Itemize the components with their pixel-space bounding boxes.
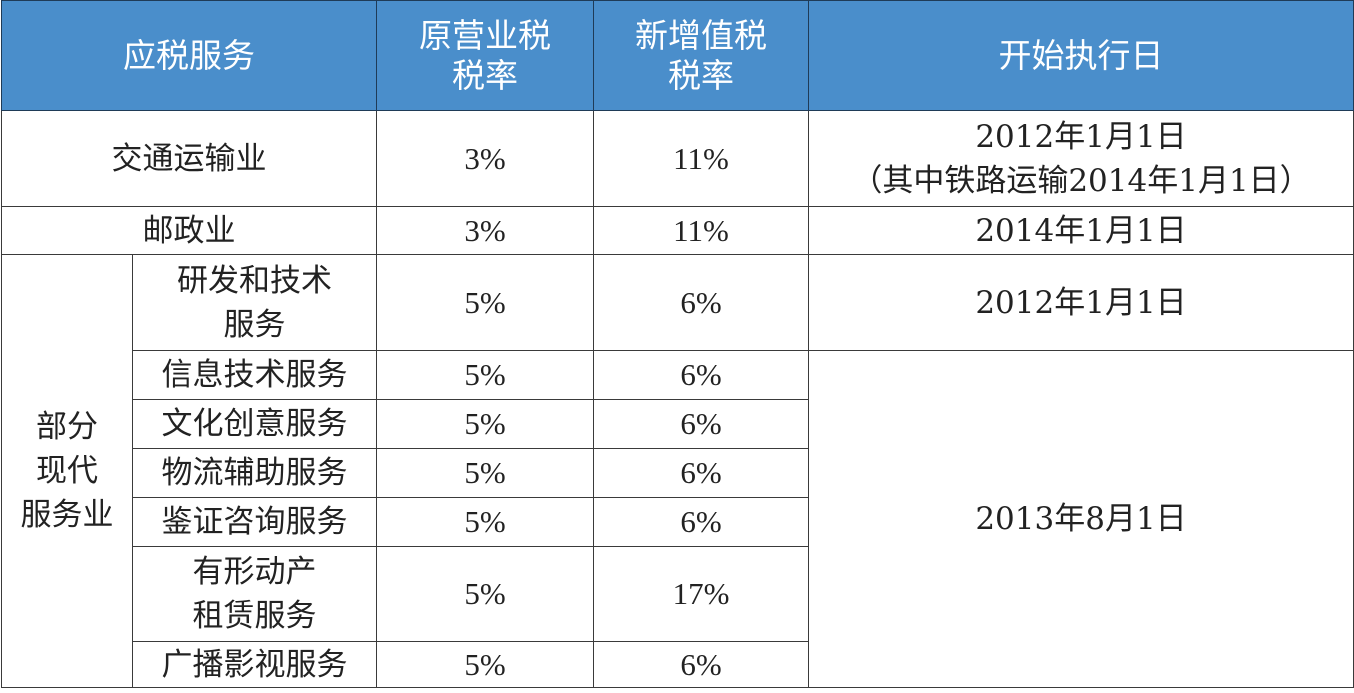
new-rate-cell: 6% <box>593 254 809 351</box>
table-row-leasing: 有形动产 租赁服务 5% 17% <box>2 546 1354 642</box>
service-name: 文化创意服务 <box>132 399 377 449</box>
old-rate-cell: 5% <box>376 497 594 547</box>
service-name-line1: 有形动产 <box>192 554 317 590</box>
service-name: 鉴证咨询服务 <box>132 497 377 547</box>
new-rate-cell: 6% <box>593 350 809 400</box>
old-rate-cell: 5% <box>376 546 594 642</box>
new-rate-cell: 6% <box>593 497 809 547</box>
table-row-rnd: 部分 现代 服务业 研发和技术 服务 5% 6% 2012年1月1日 <box>1 254 1354 688</box>
old-rate-cell: 3% <box>376 206 594 255</box>
old-rate-cell: 5% <box>376 448 594 498</box>
table-row-transport: 交通运输业 3% 11% 2012年1月1日 （其中铁路运输2014年1月1日） <box>1 110 1354 207</box>
category-cell: 部分 现代 服务业 <box>1 254 133 688</box>
old-rate-cell: 5% <box>376 350 594 400</box>
old-rate-cell: 3% <box>376 110 594 207</box>
category-line1: 部分 <box>36 409 98 445</box>
header-old-rate-line2: 税率 <box>452 55 518 95</box>
table-row-postal: 邮政业 3% 11% 2014年1月1日 <box>1 206 1354 255</box>
service-name: 信息技术服务 <box>132 350 377 400</box>
start-date-cell: 2014年1月1日 <box>808 206 1354 255</box>
category-line3: 服务业 <box>20 497 114 533</box>
header-service: 应税服务 <box>1 0 377 111</box>
service-name: 有形动产 租赁服务 <box>132 546 377 642</box>
service-name: 广播影视服务 <box>132 641 377 688</box>
start-date-line1: 2012年1月1日 <box>975 118 1187 155</box>
service-name: 邮政业 <box>1 206 377 255</box>
header-new-rate: 新增值税 税率 <box>593 0 809 111</box>
start-date-line2: （其中铁路运输2014年1月1日） <box>851 162 1311 199</box>
old-rate-cell: 5% <box>376 254 594 351</box>
category-line2: 现代 <box>36 453 98 489</box>
header-new-rate-line2: 税率 <box>668 55 734 95</box>
service-name: 物流辅助服务 <box>132 448 377 498</box>
service-name-line2: 租赁服务 <box>192 598 317 634</box>
group-start-date-cell: 2013年8月1日 <box>808 350 1354 688</box>
table-row-culture: 文化创意服务 5% 6% <box>2 399 1354 449</box>
header-start-date: 开始执行日 <box>808 0 1354 111</box>
new-rate-cell: 11% <box>593 110 809 207</box>
new-rate-cell: 11% <box>593 206 809 255</box>
new-rate-cell: 6% <box>593 641 809 688</box>
header-row: 应税服务 原营业税 税率 新增值税 税率 开始执行日 <box>1 0 1354 111</box>
start-date-cell: 2012年1月1日 <box>808 254 1354 351</box>
table-row-broadcast: 广播影视服务 5% 6% <box>2 641 1354 688</box>
old-rate-cell: 5% <box>376 641 594 688</box>
service-name: 交通运输业 <box>1 110 377 207</box>
old-rate-cell: 5% <box>376 399 594 449</box>
header-old-rate: 原营业税 税率 <box>376 0 594 111</box>
header-new-rate-line1: 新增值税 <box>635 15 767 55</box>
new-rate-cell: 6% <box>593 399 809 449</box>
new-rate-cell: 6% <box>593 448 809 498</box>
new-rate-cell: 17% <box>593 546 809 642</box>
table-row-it: 信息技术服务 5% 6% 2013年8月1日 <box>2 350 1354 688</box>
service-name-line2: 服务 <box>223 306 286 343</box>
service-name: 研发和技术 服务 <box>132 254 377 351</box>
service-name-line1: 研发和技术 <box>177 262 332 299</box>
start-date-cell: 2012年1月1日 （其中铁路运输2014年1月1日） <box>808 110 1354 207</box>
header-old-rate-line1: 原营业税 <box>419 15 551 55</box>
